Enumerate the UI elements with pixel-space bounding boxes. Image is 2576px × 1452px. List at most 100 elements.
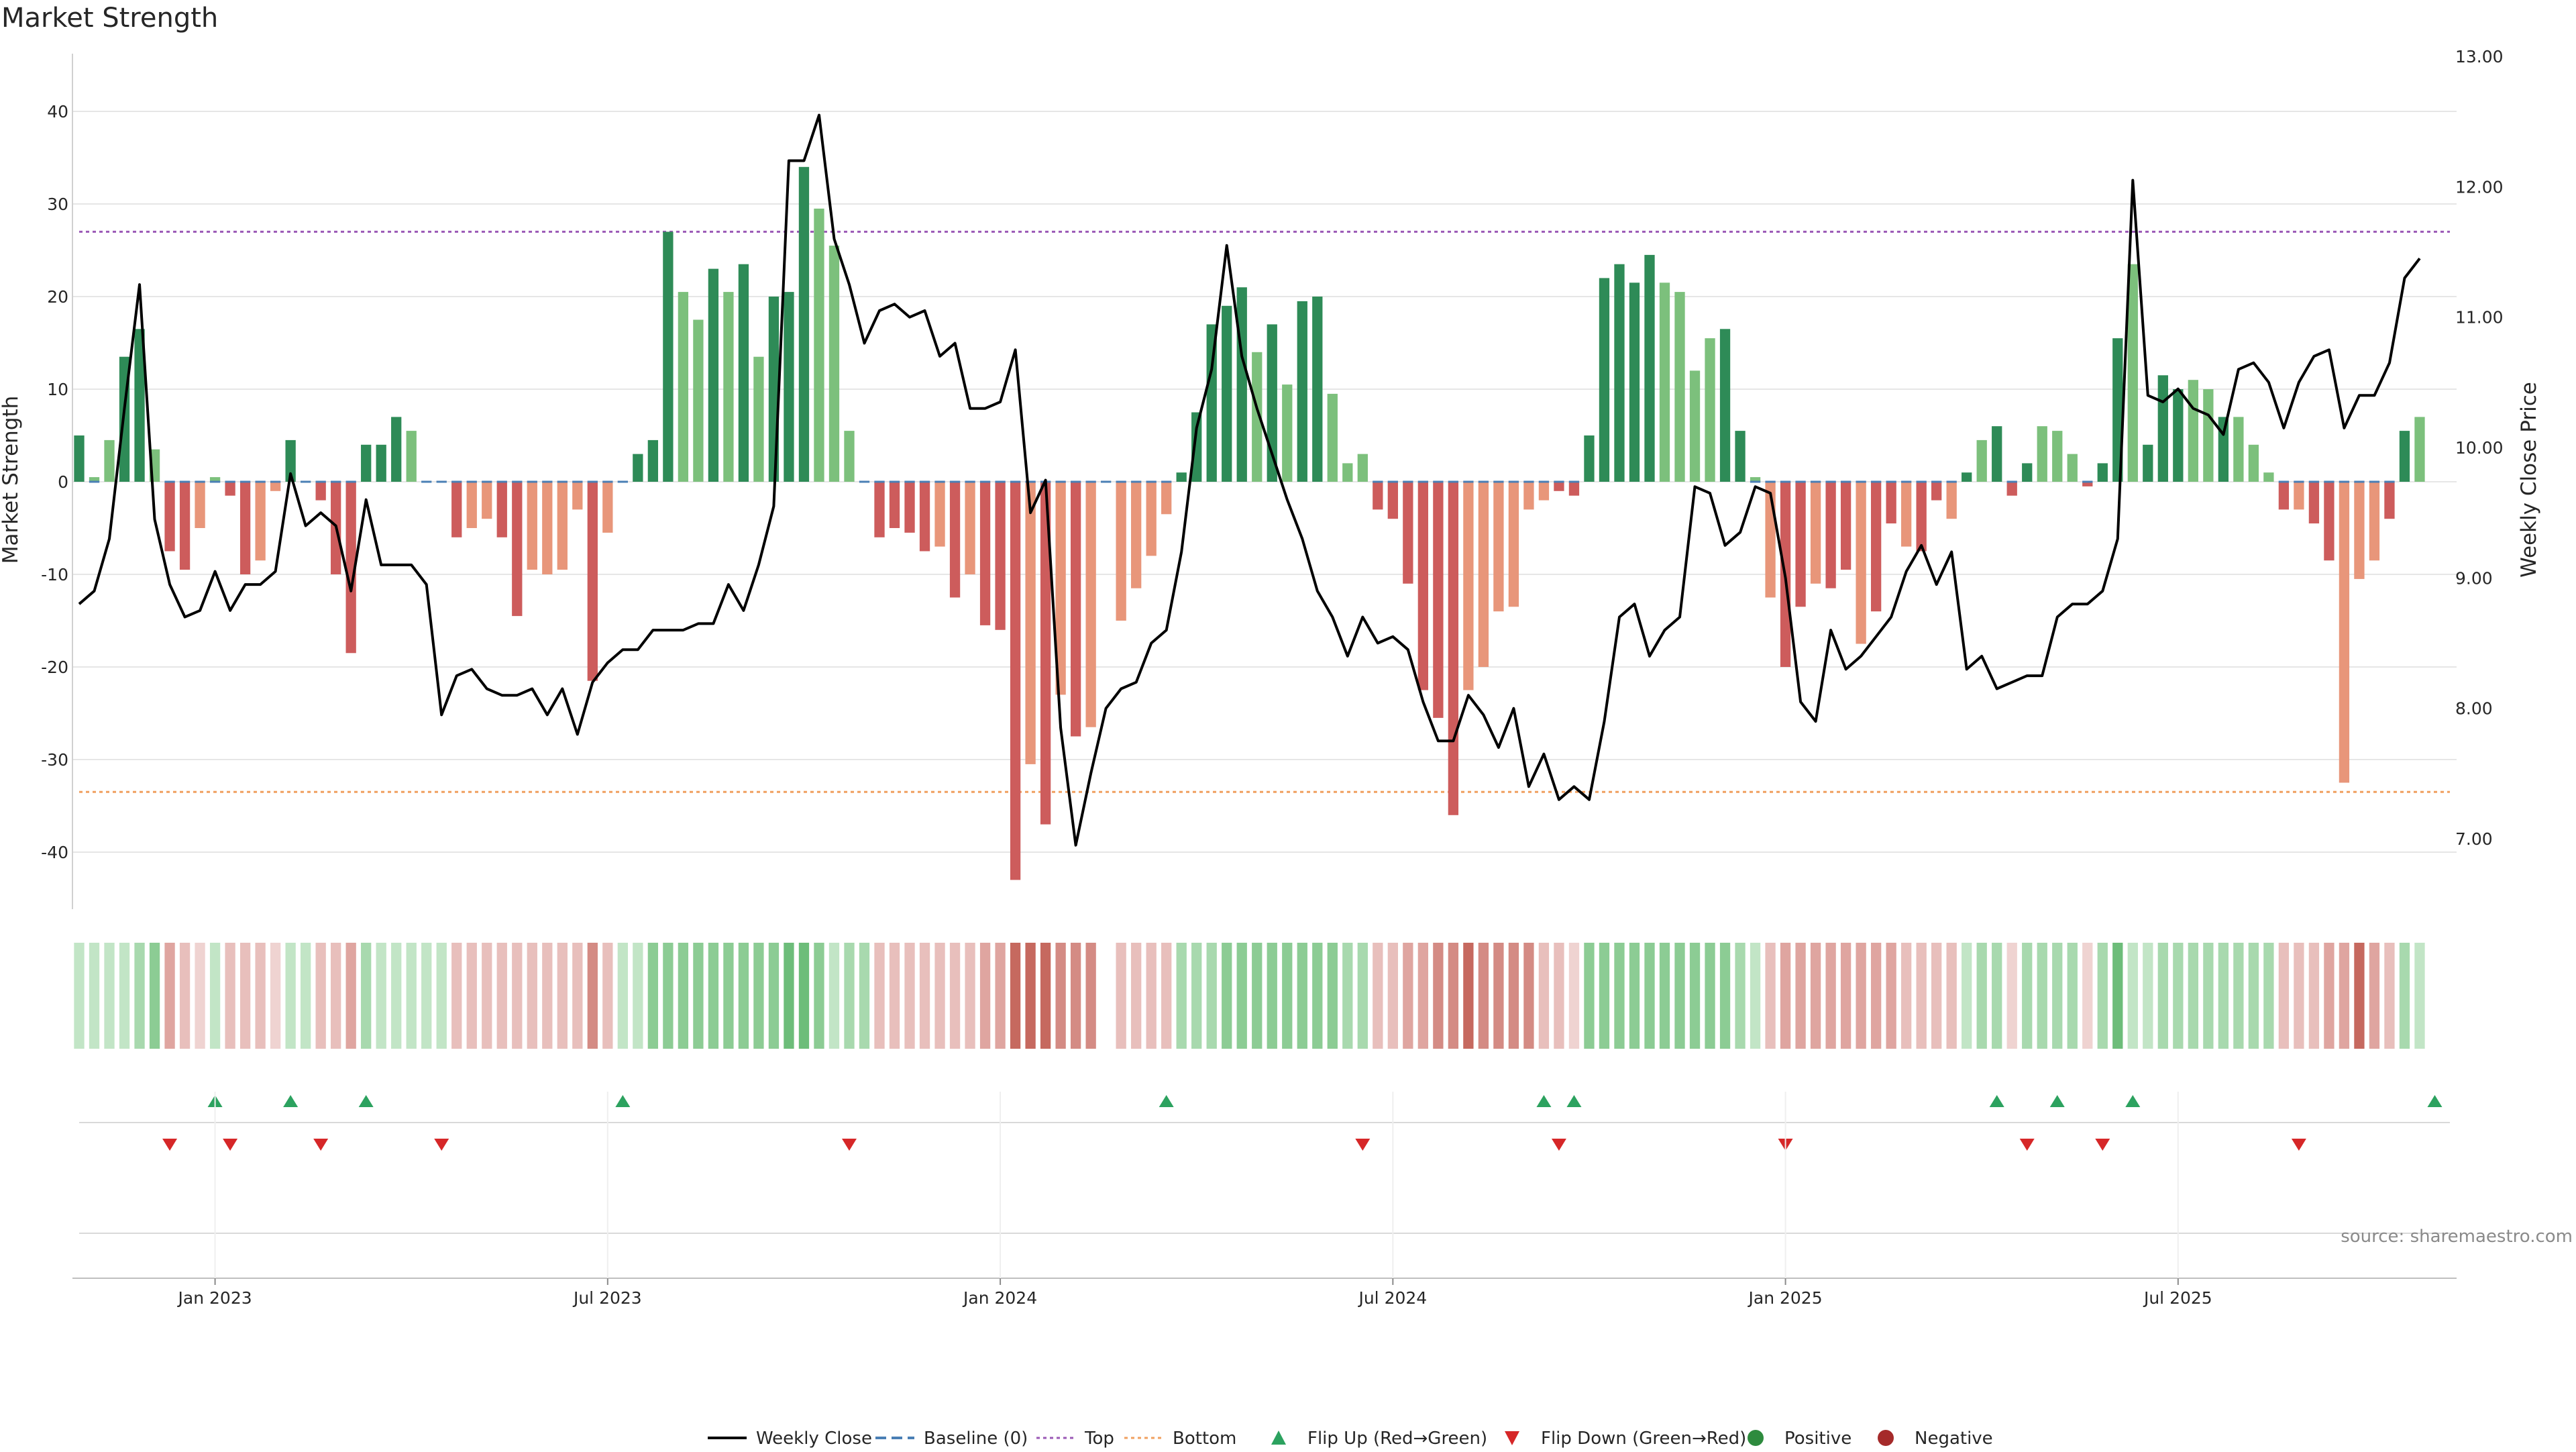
tint-cell <box>225 943 235 1049</box>
tint-cell <box>1267 943 1277 1049</box>
tint-cell <box>1025 943 1036 1049</box>
x-axis: Jan 2023 Jul 2023 Jan 2024 Jul 2024 Jan 2025… <box>72 1092 2457 1308</box>
strength-bar <box>134 329 145 482</box>
tint-cell <box>2052 943 2063 1049</box>
tint-cell <box>1705 943 1715 1049</box>
legend-swatch-triangle-down <box>1505 1431 1519 1445</box>
flip-up-marker <box>615 1095 631 1107</box>
tint-cell <box>1357 943 1368 1049</box>
tint-cell <box>255 943 266 1049</box>
strength-bar <box>285 439 296 482</box>
tint-cell <box>738 943 749 1049</box>
strength-bar <box>1719 329 1731 482</box>
tint-cell <box>2399 943 2410 1049</box>
tint-cell <box>2203 943 2214 1049</box>
strength-bar <box>2203 389 2214 482</box>
tint-cell <box>2414 943 2425 1049</box>
tint-cell <box>2384 943 2395 1049</box>
tint-cell <box>1403 943 1413 1049</box>
tint-cell <box>633 943 643 1049</box>
tint-cell <box>708 943 719 1049</box>
tint-cell <box>1629 943 1640 1049</box>
tint-cell <box>2067 943 2078 1049</box>
strength-bar <box>209 477 221 482</box>
tint-cell <box>2248 943 2259 1049</box>
tint-cell <box>496 943 507 1049</box>
strength-bar <box>2082 482 2093 486</box>
strength-bar <box>1886 482 1896 524</box>
strength-bar <box>1554 482 1564 491</box>
tint-cell <box>436 943 447 1049</box>
axes: -40 -30 -20 -10 0 10 20 30 40 7.00 8.00 9.00 10.00 11… <box>41 47 2504 909</box>
strength-bar <box>557 482 568 570</box>
tint-cell <box>2037 943 2047 1049</box>
tint-cell <box>2082 943 2093 1049</box>
tint-cell <box>1523 943 1534 1049</box>
strength-bar <box>1312 297 1323 482</box>
tint-cell <box>979 943 991 1049</box>
x-tick-label: Jan 2025 <box>1748 1288 1823 1308</box>
tint-cell <box>1886 943 1896 1049</box>
y-tick-label-right: 10.00 <box>2455 438 2504 458</box>
strength-bar <box>602 482 613 533</box>
tint-cell <box>89 943 100 1049</box>
strength-bar <box>2384 482 2395 519</box>
y-tick-label-left: -40 <box>41 843 68 862</box>
strength-bar <box>1357 454 1368 482</box>
tint-cell <box>1916 943 1927 1049</box>
tint-cell <box>1206 943 1217 1049</box>
strength-bar <box>89 477 100 482</box>
tint-cell <box>209 943 221 1049</box>
y-tick-label-right: 11.00 <box>2455 308 2504 327</box>
strength-bar <box>784 292 794 482</box>
strength-bar <box>1297 301 1307 482</box>
strength-bar <box>2324 482 2334 561</box>
tint-cell <box>723 943 734 1049</box>
tint-cell <box>874 943 885 1049</box>
strength-bar <box>572 482 583 510</box>
legend-item: Positive <box>1748 1429 1851 1449</box>
strength-bar <box>1206 324 1217 482</box>
tint-cell <box>1840 943 1851 1049</box>
tint-cell <box>482 943 492 1049</box>
tint-cell <box>2173 943 2184 1049</box>
chart-title: Market Strength <box>1 3 218 34</box>
strength-bar <box>1373 482 1383 510</box>
y-tick-label-left: 0 <box>58 472 68 492</box>
tint-cell <box>693 943 704 1049</box>
legend-label: Positive <box>1784 1429 1851 1449</box>
legend-swatch-circle <box>1748 1430 1764 1446</box>
flip-up-marker <box>2427 1095 2443 1107</box>
tint-cell <box>300 943 311 1049</box>
strength-bar <box>2006 482 2017 496</box>
tint-cell <box>1644 943 1655 1049</box>
strength-bar <box>270 482 281 491</box>
strength-bar <box>2067 454 2078 482</box>
strength-bar <box>1252 352 1263 482</box>
tint-cell <box>1448 943 1459 1049</box>
strength-bar <box>1478 482 1489 667</box>
y-tick-label-left: 10 <box>47 380 68 399</box>
tint-cell <box>1176 943 1187 1049</box>
y-tick-label-right: 12.00 <box>2455 177 2504 197</box>
strength-bar <box>647 439 659 482</box>
strength-bar <box>496 482 507 537</box>
tint-cell <box>557 943 568 1049</box>
tint-cell <box>1719 943 1731 1049</box>
tint-cell <box>2157 943 2168 1049</box>
y-tick-label-right: 9.00 <box>2455 568 2493 588</box>
flip-down-marker <box>434 1139 449 1151</box>
tint-cell <box>2112 943 2123 1049</box>
tint-cell <box>2263 943 2274 1049</box>
tint-cell <box>421 943 432 1049</box>
strength-bar <box>1403 482 1413 584</box>
tint-cell <box>1901 943 1912 1049</box>
strength-bar <box>1070 482 1081 737</box>
strength-bar <box>1327 393 1338 482</box>
tint-cell <box>2006 943 2017 1049</box>
tint-cell <box>345 943 356 1049</box>
tint-cell <box>1297 943 1307 1049</box>
strength-bar <box>1493 482 1504 612</box>
strength-bar <box>361 444 372 482</box>
strength-bar <box>1705 338 1715 482</box>
